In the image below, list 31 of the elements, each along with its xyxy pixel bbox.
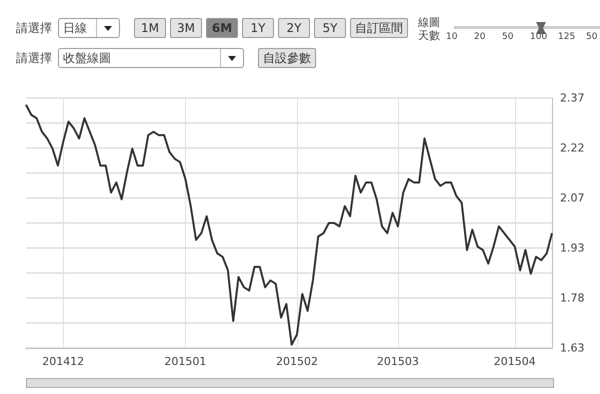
x-tick-label: 201502: [276, 355, 318, 368]
text: 日線: [63, 20, 87, 36]
text: 自設參數: [258, 48, 316, 68]
text: 1M: [134, 18, 166, 38]
text: 10: [446, 32, 458, 42]
text: 6M: [206, 18, 238, 38]
y-tick-label: 2.37: [560, 92, 584, 104]
text: 請選擇: [16, 50, 52, 66]
y-tick-label: 1.93: [560, 242, 584, 254]
x-tick-label: 201503: [376, 355, 419, 368]
text: 請選擇: [16, 20, 52, 36]
text: 20: [474, 32, 486, 42]
text: 5Y: [314, 18, 346, 38]
text: 100: [530, 32, 548, 42]
y-tick-label: 1.78: [560, 292, 584, 304]
y-tick-label: 2.07: [560, 192, 584, 204]
text: 50: [586, 32, 598, 42]
x-tick-label: 201412: [42, 355, 84, 368]
y-tick-label: 1.63: [560, 342, 584, 354]
text: 50: [502, 32, 514, 42]
text: 線圖天數: [418, 16, 441, 42]
text: 125: [558, 32, 576, 42]
text: 收盤線圖: [63, 50, 111, 66]
text: 自訂區間: [350, 18, 408, 38]
line-series: [25, 104, 553, 346]
text: 2Y: [278, 18, 310, 38]
text: 1Y: [242, 18, 274, 38]
x-tick-label: 201504: [494, 355, 536, 368]
text: 3M: [170, 18, 202, 38]
x-tick-label: 201501: [164, 355, 206, 368]
y-tick-label: 2.22: [560, 142, 584, 154]
